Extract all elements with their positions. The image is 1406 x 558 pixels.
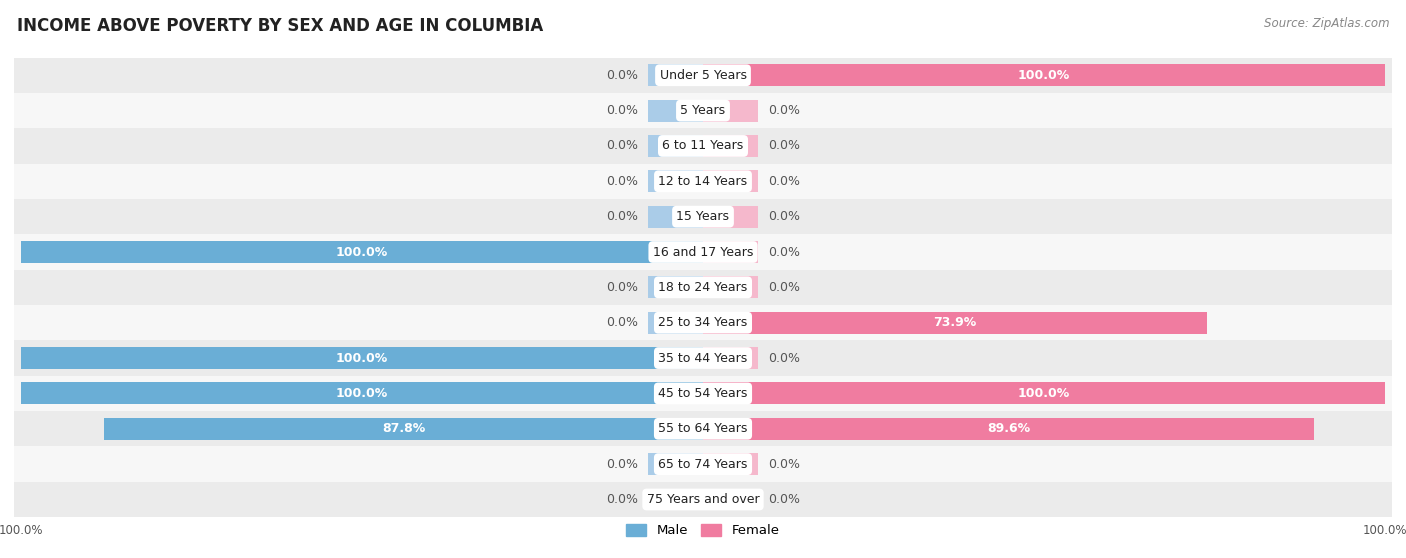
Text: 0.0%: 0.0% [606, 104, 638, 117]
Text: 100.0%: 100.0% [336, 387, 388, 400]
Bar [703, 276, 758, 299]
Bar [7, 482, 1399, 517]
Text: 0.0%: 0.0% [768, 175, 800, 188]
Text: 0.0%: 0.0% [606, 175, 638, 188]
Text: 45 to 54 Years: 45 to 54 Years [658, 387, 748, 400]
Bar [703, 170, 758, 193]
Bar [7, 163, 1399, 199]
Text: 0.0%: 0.0% [606, 316, 638, 329]
Text: Under 5 Years: Under 5 Years [659, 69, 747, 81]
Text: 0.0%: 0.0% [768, 210, 800, 223]
Bar [648, 135, 703, 157]
Bar [7, 270, 1399, 305]
Bar [703, 241, 758, 263]
Bar [7, 234, 1399, 270]
Bar [703, 382, 1385, 405]
Text: 0.0%: 0.0% [768, 352, 800, 364]
Text: 100.0%: 100.0% [336, 246, 388, 258]
Text: 100.0%: 100.0% [1018, 69, 1070, 81]
Bar [703, 206, 758, 228]
Bar [703, 64, 1385, 86]
Bar [703, 312, 1208, 334]
Bar [21, 347, 703, 369]
Bar [7, 340, 1399, 376]
Text: 0.0%: 0.0% [768, 140, 800, 152]
Bar [648, 489, 703, 511]
Text: 0.0%: 0.0% [606, 140, 638, 152]
Bar [648, 276, 703, 299]
Bar [703, 347, 758, 369]
Bar [648, 312, 703, 334]
Bar [21, 241, 703, 263]
Text: 87.8%: 87.8% [382, 422, 425, 435]
Text: 0.0%: 0.0% [768, 246, 800, 258]
Text: 0.0%: 0.0% [768, 104, 800, 117]
Bar [7, 199, 1399, 234]
Text: 100.0%: 100.0% [1018, 387, 1070, 400]
Text: 18 to 24 Years: 18 to 24 Years [658, 281, 748, 294]
Bar [703, 489, 758, 511]
Bar [703, 100, 758, 122]
Legend: Male, Female: Male, Female [621, 518, 785, 542]
Bar [648, 453, 703, 475]
Bar [21, 382, 703, 405]
Text: 75 Years and over: 75 Years and over [647, 493, 759, 506]
Bar [703, 135, 758, 157]
Text: Source: ZipAtlas.com: Source: ZipAtlas.com [1264, 17, 1389, 30]
Text: 0.0%: 0.0% [606, 69, 638, 81]
Bar [703, 453, 758, 475]
Bar [104, 418, 703, 440]
Bar [7, 128, 1399, 163]
Text: 100.0%: 100.0% [336, 352, 388, 364]
Text: 0.0%: 0.0% [768, 493, 800, 506]
Text: 65 to 74 Years: 65 to 74 Years [658, 458, 748, 470]
Text: 16 and 17 Years: 16 and 17 Years [652, 246, 754, 258]
Bar [703, 418, 1315, 440]
Text: 89.6%: 89.6% [987, 422, 1031, 435]
Bar [648, 100, 703, 122]
Bar [7, 57, 1399, 93]
Text: 0.0%: 0.0% [768, 458, 800, 470]
Text: 0.0%: 0.0% [606, 493, 638, 506]
Bar [7, 305, 1399, 340]
Bar [7, 93, 1399, 128]
Text: 55 to 64 Years: 55 to 64 Years [658, 422, 748, 435]
Text: 35 to 44 Years: 35 to 44 Years [658, 352, 748, 364]
Text: 0.0%: 0.0% [606, 458, 638, 470]
Bar [7, 446, 1399, 482]
Text: 5 Years: 5 Years [681, 104, 725, 117]
Bar [7, 376, 1399, 411]
Text: 15 Years: 15 Years [676, 210, 730, 223]
Text: 12 to 14 Years: 12 to 14 Years [658, 175, 748, 188]
Text: INCOME ABOVE POVERTY BY SEX AND AGE IN COLUMBIA: INCOME ABOVE POVERTY BY SEX AND AGE IN C… [17, 17, 543, 35]
Bar [648, 170, 703, 193]
Text: 73.9%: 73.9% [934, 316, 977, 329]
Bar [7, 411, 1399, 446]
Text: 0.0%: 0.0% [606, 281, 638, 294]
Text: 0.0%: 0.0% [606, 210, 638, 223]
Text: 6 to 11 Years: 6 to 11 Years [662, 140, 744, 152]
Text: 0.0%: 0.0% [768, 281, 800, 294]
Text: 25 to 34 Years: 25 to 34 Years [658, 316, 748, 329]
Bar [648, 206, 703, 228]
Bar [648, 64, 703, 86]
